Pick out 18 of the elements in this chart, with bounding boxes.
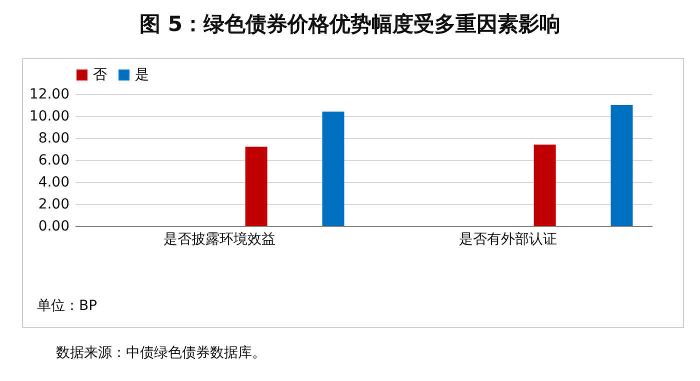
y-tick-label: 6.00 (38, 152, 70, 168)
source-note: 数据来源：中债绿色债券数据库。 (56, 344, 266, 362)
legend-label: 是 (135, 67, 149, 83)
y-tick-label: 0.00 (38, 218, 70, 234)
bar (534, 144, 556, 226)
bar (610, 105, 633, 226)
chart-title: 图 5：绿色债券价格优势幅度受多重因素影响 (138, 11, 562, 38)
text: 单位：BP (37, 297, 98, 315)
bar (245, 146, 268, 226)
bar (322, 112, 344, 226)
x-tick-label: 是否披露环境效益 (163, 232, 276, 248)
y-tick-label: 4.00 (38, 174, 70, 190)
y-tick-label: 8.00 (38, 130, 70, 146)
y-tick-label: 2.00 (38, 196, 70, 212)
legend-label: 否 (93, 67, 107, 83)
y-tick-label: 12.00 (29, 86, 70, 102)
x-tick-label: 是否有外部认证 (458, 232, 557, 248)
y-tick-label: 10.00 (29, 108, 70, 124)
